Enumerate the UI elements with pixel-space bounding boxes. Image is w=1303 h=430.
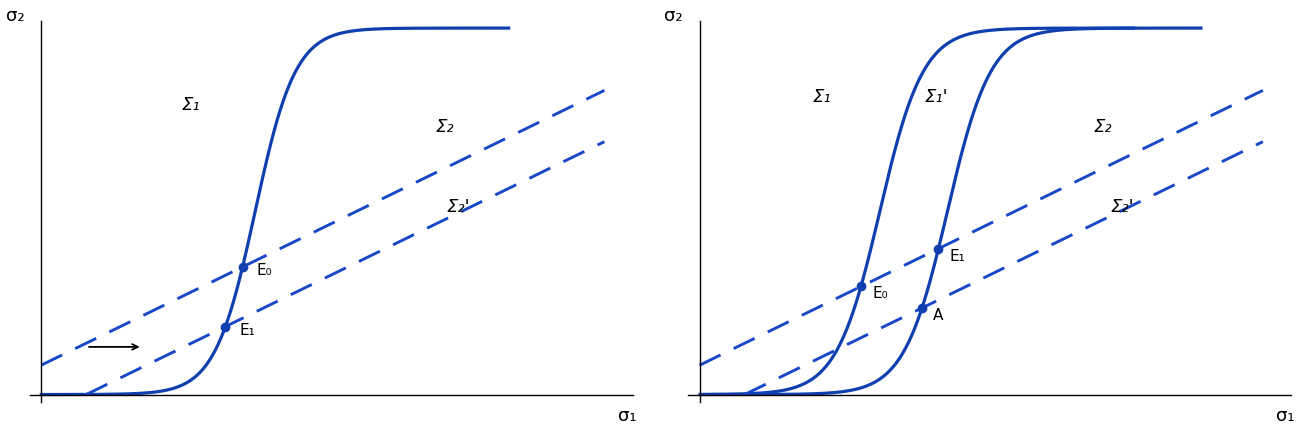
Text: E₁: E₁ bbox=[240, 322, 255, 337]
Text: σ₁: σ₁ bbox=[1276, 405, 1295, 424]
Text: Σ₁': Σ₁' bbox=[925, 88, 949, 106]
Text: Σ₁: Σ₁ bbox=[812, 88, 831, 106]
Text: E₁: E₁ bbox=[950, 248, 966, 263]
Text: Σ₂: Σ₂ bbox=[435, 117, 453, 135]
Text: Σ₂: Σ₂ bbox=[1095, 117, 1113, 135]
Text: σ₁: σ₁ bbox=[618, 405, 636, 424]
Text: E₀: E₀ bbox=[257, 263, 272, 278]
Text: Σ₂': Σ₂' bbox=[1110, 198, 1135, 216]
Text: σ₂: σ₂ bbox=[665, 7, 683, 25]
Text: Σ₁: Σ₁ bbox=[182, 95, 201, 114]
Text: Σ₂': Σ₂' bbox=[447, 198, 470, 216]
Text: σ₂: σ₂ bbox=[5, 7, 25, 25]
Text: A: A bbox=[933, 307, 943, 322]
Text: E₀: E₀ bbox=[872, 286, 887, 301]
